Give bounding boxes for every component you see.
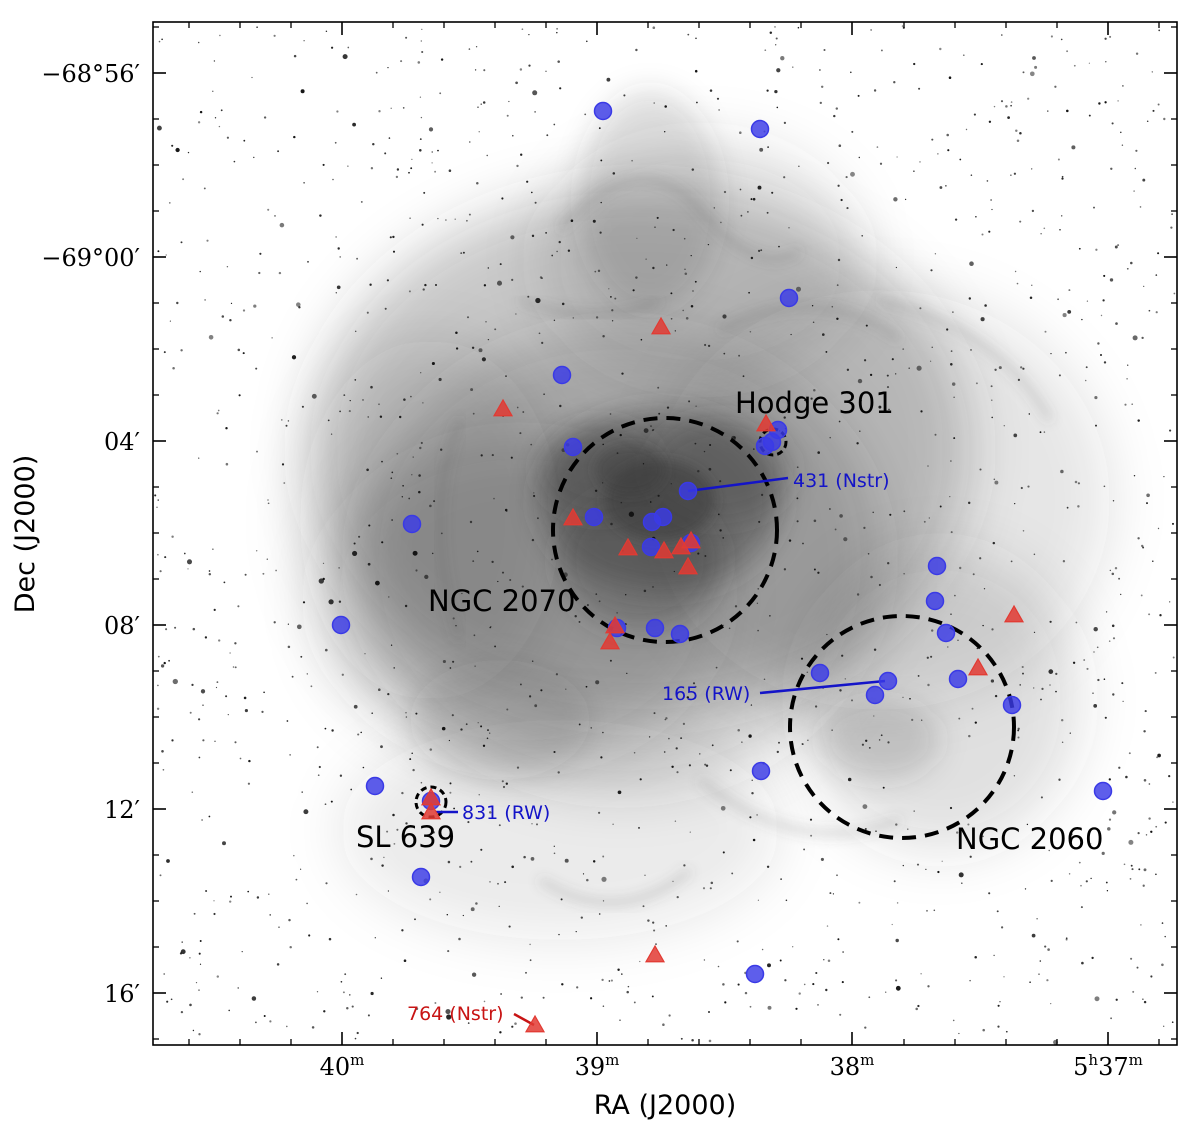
ngc-2060-label: NGC 2060 xyxy=(956,822,1103,856)
blue-circle-marker xyxy=(865,685,885,705)
blue-circle-marker xyxy=(593,101,613,121)
annotation-labels: 431 (Nstr) 165 (RW) 831 (RW) 764 (Nstr) xyxy=(407,470,890,1025)
red-triangle-marker xyxy=(1003,604,1025,623)
blue-circle-marker xyxy=(878,671,898,691)
star-markers xyxy=(331,101,1113,1033)
axis-ticks xyxy=(153,22,1177,1045)
sl-639-label: SL 639 xyxy=(356,820,455,854)
blue-circle-marker xyxy=(645,618,665,638)
blue-circle-marker xyxy=(552,365,572,385)
x-tick-label-5h37: 5h37m xyxy=(1073,1051,1143,1081)
blue-circle-marker xyxy=(563,437,583,457)
blue-circle-marker xyxy=(584,507,604,527)
nebula-blob-14 xyxy=(410,660,590,780)
blue-circle-marker xyxy=(810,663,830,683)
red-triangle-marker xyxy=(599,631,621,650)
red-triangle-marker xyxy=(650,316,672,335)
nebula-blob-12 xyxy=(580,90,720,310)
y-tick-label-08: 08′ xyxy=(104,612,140,640)
y-tick-label-16: 16′ xyxy=(104,980,140,1008)
nebula-filament-5 xyxy=(698,777,902,837)
y-tick-label-56: −68°56′ xyxy=(41,60,140,88)
nebula-filament-6 xyxy=(538,867,692,906)
nebula-filament-0 xyxy=(557,176,802,262)
x-tick-label-39: 39m xyxy=(575,1051,620,1081)
blue-circle-marker xyxy=(411,867,431,887)
x-axis-title: RA (J2000) xyxy=(594,1090,736,1121)
red-triangle-marker xyxy=(524,1014,546,1033)
blue-circle-marker xyxy=(678,481,698,501)
label-165-rw: 165 (RW) xyxy=(662,683,750,705)
y-tick-labels: −68°56′ −69°00′ 04′ 08′ 12′ 16′ xyxy=(41,60,140,1008)
pointer-165 xyxy=(759,679,886,695)
region-labels: NGC 2070 NGC 2060 Hodge 301 SL 639 xyxy=(356,386,1103,856)
red-triangle-marker xyxy=(653,540,675,559)
nebula-image xyxy=(153,22,1177,1045)
label-764-nstr: 764 (Nstr) xyxy=(407,1003,504,1025)
red-triangle-marker xyxy=(677,556,699,575)
y-axis-title: Dec (J2000) xyxy=(10,455,41,614)
blue-circle-marker xyxy=(641,537,661,557)
red-triangle-marker xyxy=(617,537,639,556)
label-831-rw: 831 (RW) xyxy=(462,802,550,824)
blue-circle-marker xyxy=(779,288,799,308)
red-triangle-marker xyxy=(562,507,584,526)
blue-circle-marker xyxy=(927,556,947,576)
y-tick-label-04: 04′ xyxy=(104,428,140,456)
x-tick-labels: 40m 39m 38m 5h37m xyxy=(320,1051,1143,1081)
blue-circle-marker xyxy=(653,507,673,527)
x-tick-label-38: 38m xyxy=(830,1051,875,1081)
blue-circle-marker xyxy=(365,776,385,796)
red-triangle-marker xyxy=(967,657,989,676)
blue-circle-marker xyxy=(750,119,770,139)
pointer-431 xyxy=(687,476,789,493)
blue-circle-marker xyxy=(745,964,765,984)
ngc-2070-label: NGC 2070 xyxy=(428,584,575,618)
nebula-filament-2 xyxy=(718,304,902,343)
annotation-pointers xyxy=(436,476,886,1027)
label-431-nstr: 431 (Nstr) xyxy=(793,470,890,492)
red-triangle-marker xyxy=(755,413,777,432)
nebula-filament-4 xyxy=(437,418,463,641)
nebula-filament-3 xyxy=(879,297,1053,422)
blue-circle-marker xyxy=(936,623,956,643)
ngc-2060-circle xyxy=(788,614,1016,840)
red-triangle-marker xyxy=(420,801,442,820)
nebula-blob-7 xyxy=(300,340,560,700)
red-triangle-marker xyxy=(680,530,702,549)
blue-circle-marker xyxy=(751,761,771,781)
x-tick-label-40: 40m xyxy=(320,1051,365,1081)
blue-circle-marker xyxy=(402,514,422,534)
blue-circle-marker xyxy=(948,669,968,689)
red-triangle-marker xyxy=(644,944,666,963)
red-triangle-marker xyxy=(492,398,514,417)
nebula-filament-1 xyxy=(518,297,662,318)
nebula-blob-16 xyxy=(595,445,665,495)
y-tick-label-12: 12′ xyxy=(104,796,140,824)
blue-circle-marker xyxy=(762,432,782,452)
blue-circle-marker xyxy=(331,615,351,635)
blue-circle-marker xyxy=(1093,781,1113,801)
blue-circle-marker xyxy=(925,591,945,611)
y-tick-label-00: −69°00′ xyxy=(41,244,140,272)
ngc-2070-circle xyxy=(551,416,779,644)
blue-circle-marker xyxy=(1002,695,1022,715)
blue-circle-marker xyxy=(670,624,690,644)
red-triangle-marker xyxy=(604,615,626,634)
hodge-301-label: Hodge 301 xyxy=(735,386,894,420)
